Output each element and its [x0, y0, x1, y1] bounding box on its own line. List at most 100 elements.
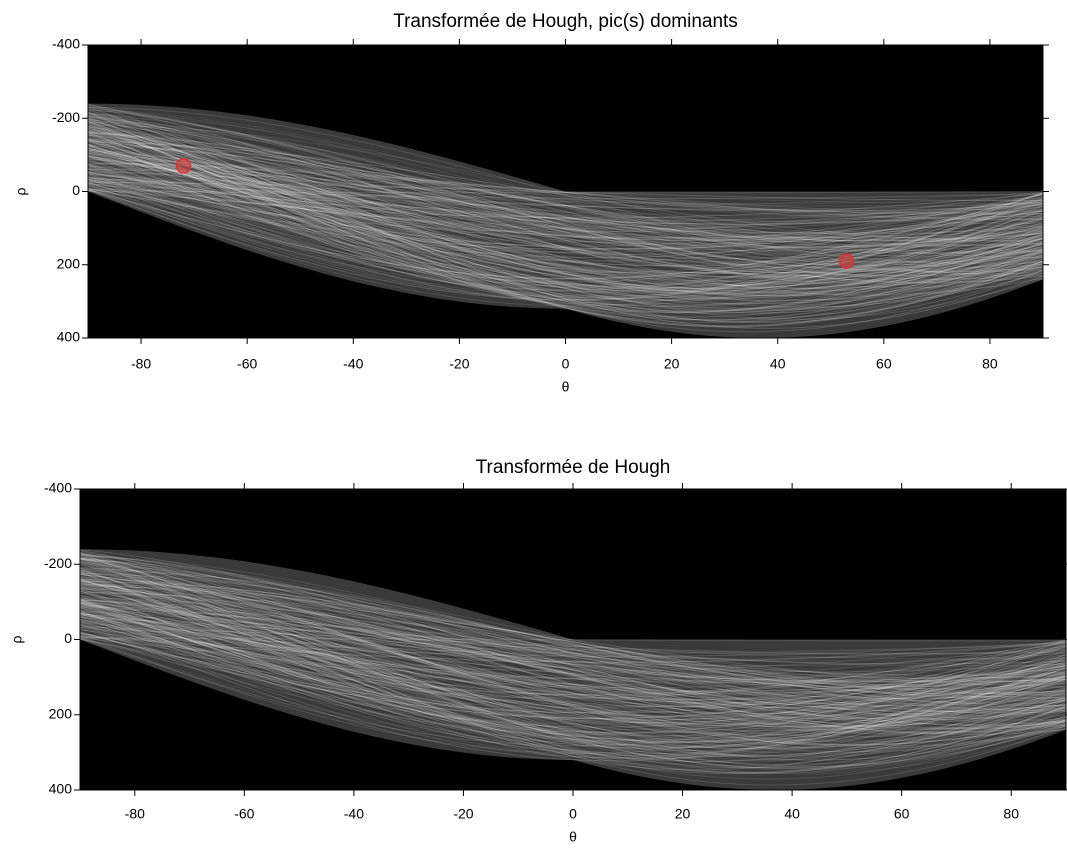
hough-curve: [80, 610, 1066, 741]
hough-curve: [88, 155, 1043, 259]
hough-curve: [80, 606, 1066, 744]
hough-curve: [88, 130, 1043, 304]
hough-curve: [80, 602, 1066, 679]
hough-curve: [80, 584, 1066, 695]
hough-curve: [88, 177, 1043, 212]
y-tick-label: 200: [49, 705, 73, 721]
hough-curve: [80, 599, 1066, 748]
hough-curve: [88, 112, 1043, 333]
hough-curve: [88, 109, 1043, 308]
hough-curve: [80, 557, 1066, 780]
hough-curve: [88, 143, 1043, 295]
hough-curve: [88, 182, 1043, 201]
hough-curve: [80, 610, 1066, 681]
hough-curve: [80, 632, 1066, 696]
hough-curve: [80, 591, 1066, 690]
hough-curve: [88, 104, 1043, 289]
hough-curve: [88, 178, 1043, 250]
peak-marker: [175, 158, 192, 174]
hough-curve: [88, 184, 1043, 243]
hough-curve: [80, 558, 1066, 769]
hough-curve: [80, 612, 1066, 695]
hough-curve: [88, 174, 1043, 287]
hough-curve: [80, 590, 1066, 729]
hough-curve: [88, 188, 1043, 219]
hough-curve: [80, 599, 1066, 704]
hough-curve: [88, 127, 1043, 284]
x-tick-label: 40: [784, 806, 800, 822]
hough-curve: [88, 151, 1043, 269]
hough-curve: [80, 606, 1066, 738]
hough-curve: [80, 554, 1066, 727]
hough-curve: [88, 189, 1043, 279]
hough-curve: [88, 129, 1043, 270]
hough-curve: [88, 117, 1043, 297]
hough-curve: [80, 553, 1066, 729]
hough-curve: [80, 637, 1066, 725]
hough-curve: [80, 610, 1066, 749]
hough-curve: [88, 148, 1043, 313]
x-tick-label: 20: [664, 356, 680, 372]
hough-curve: [88, 125, 1043, 293]
hough-curve: [88, 149, 1043, 248]
hough-curve: [80, 550, 1066, 748]
hough-curve: [80, 620, 1066, 745]
hough-curve: [80, 601, 1066, 688]
hough-curve: [80, 566, 1066, 714]
hough-curve: [80, 600, 1066, 686]
hough-curve: [80, 597, 1066, 701]
hough-curve: [80, 571, 1066, 748]
hough-curve: [88, 133, 1043, 265]
hough-curve: [80, 629, 1066, 681]
hough-curve: [80, 586, 1066, 699]
hough-curve: [88, 169, 1043, 242]
hough-curve: [88, 165, 1043, 292]
hough-curve: [80, 586, 1066, 732]
hough-curve: [80, 638, 1066, 747]
hough-curve: [80, 577, 1066, 724]
hough-curve: [80, 613, 1066, 683]
hough-curve: [80, 580, 1066, 716]
hough-curve: [80, 600, 1066, 700]
hough-curve: [88, 189, 1043, 291]
hough-curve: [80, 572, 1066, 775]
hough-curve: [80, 569, 1066, 719]
hough-curve: [80, 584, 1066, 736]
hough-curve: [80, 609, 1066, 727]
hough-curve: [80, 573, 1066, 728]
hough-curve: [80, 600, 1066, 720]
hough-curve: [88, 122, 1043, 328]
hough-curve: [80, 601, 1066, 721]
hough-curve: [80, 578, 1066, 742]
hough-curve: [88, 125, 1043, 268]
hough-curve: [88, 120, 1043, 289]
hough-curve: [88, 171, 1043, 241]
hough-curve: [80, 638, 1066, 713]
hough-curve: [80, 629, 1066, 689]
hough-curve: [88, 138, 1043, 247]
hough-curve: [88, 160, 1043, 234]
hough-curve: [80, 553, 1066, 771]
hough-curve: [80, 568, 1066, 717]
hough-curve: [88, 107, 1043, 283]
hough-curve: [80, 572, 1066, 710]
hough-curve: [80, 576, 1066, 704]
hough-curve: [80, 570, 1066, 749]
hough-curve: [88, 183, 1043, 258]
hough-curve: [88, 165, 1043, 289]
hough-curve: [88, 135, 1043, 291]
x-tick-label: 60: [876, 356, 892, 372]
hough-curve: [88, 139, 1043, 251]
hough-curve: [80, 629, 1066, 659]
hough-curve: [88, 149, 1043, 252]
hough-curve: [80, 605, 1066, 718]
hough-curve: [88, 144, 1043, 289]
hough-curve: [88, 163, 1043, 267]
hough-curve: [88, 162, 1043, 221]
hough-curve: [80, 597, 1066, 697]
hough-curve: [88, 163, 1043, 220]
hough-curve: [88, 120, 1043, 323]
hough-curve: [88, 148, 1043, 242]
hough-curve: [88, 129, 1043, 309]
hough-curve: [88, 149, 1043, 246]
